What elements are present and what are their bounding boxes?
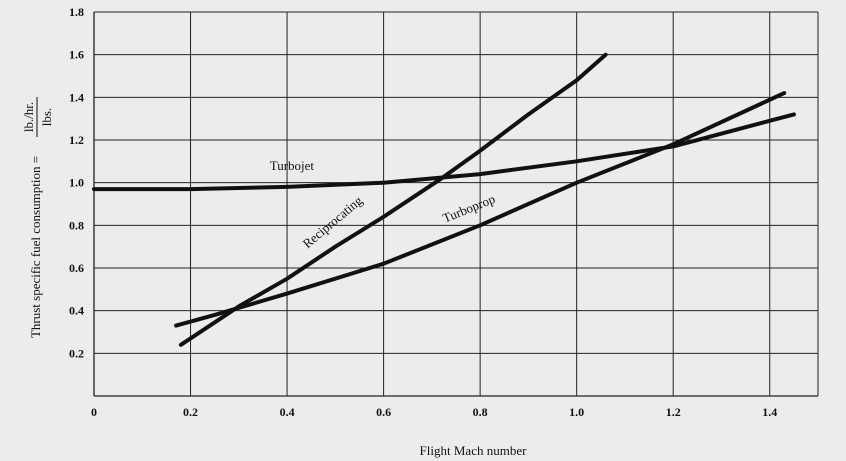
y-tick-label: 0.2 bbox=[69, 346, 84, 360]
y-axis-title-denominator: lbs. bbox=[39, 108, 54, 126]
x-tick-label: 0.6 bbox=[376, 405, 391, 419]
y-tick-label: 1.6 bbox=[69, 48, 84, 62]
x-tick-label: 1.0 bbox=[569, 405, 584, 419]
y-tick-label: 1.0 bbox=[69, 176, 84, 190]
series-label-turbojet: Turbojet bbox=[270, 158, 315, 173]
x-tick-label: 0.4 bbox=[280, 405, 295, 419]
series-line-turboprop bbox=[174, 91, 787, 328]
y-axis-title: Thrust specific fuel consumption = lb./h… bbox=[21, 97, 54, 338]
tick-labels: 0 0.2 0.4 0.6 0.8 1.0 1.2 1.4 0.2 0.4 0.6 0.8 1.0 1.2… bbox=[69, 5, 777, 419]
y-tick-label: 1.8 bbox=[69, 5, 84, 19]
y-axis-title-numerator: lb./hr. bbox=[21, 102, 36, 132]
x-axis-title: Flight Mach number bbox=[420, 443, 528, 458]
x-tick-label: 0.8 bbox=[473, 405, 488, 419]
y-tick-label: 1.2 bbox=[69, 133, 84, 147]
series-line-reciprocating bbox=[178, 52, 608, 347]
series-label-reciprocating: Reciprocating bbox=[300, 192, 366, 251]
x-tick-label: 0.2 bbox=[183, 405, 198, 419]
y-tick-label: 1.4 bbox=[69, 90, 84, 104]
y-axis-title-prefix: Thrust specific fuel consumption = bbox=[28, 156, 43, 338]
grid bbox=[93, 11, 819, 397]
x-tick-label: 1.4 bbox=[762, 405, 777, 419]
y-tick-label: 0.4 bbox=[69, 304, 84, 318]
x-tick-label: 1.2 bbox=[666, 405, 681, 419]
y-tick-label: 0.6 bbox=[69, 261, 84, 275]
y-tick-label: 0.8 bbox=[69, 218, 84, 232]
x-tick-label: 0 bbox=[91, 405, 97, 419]
